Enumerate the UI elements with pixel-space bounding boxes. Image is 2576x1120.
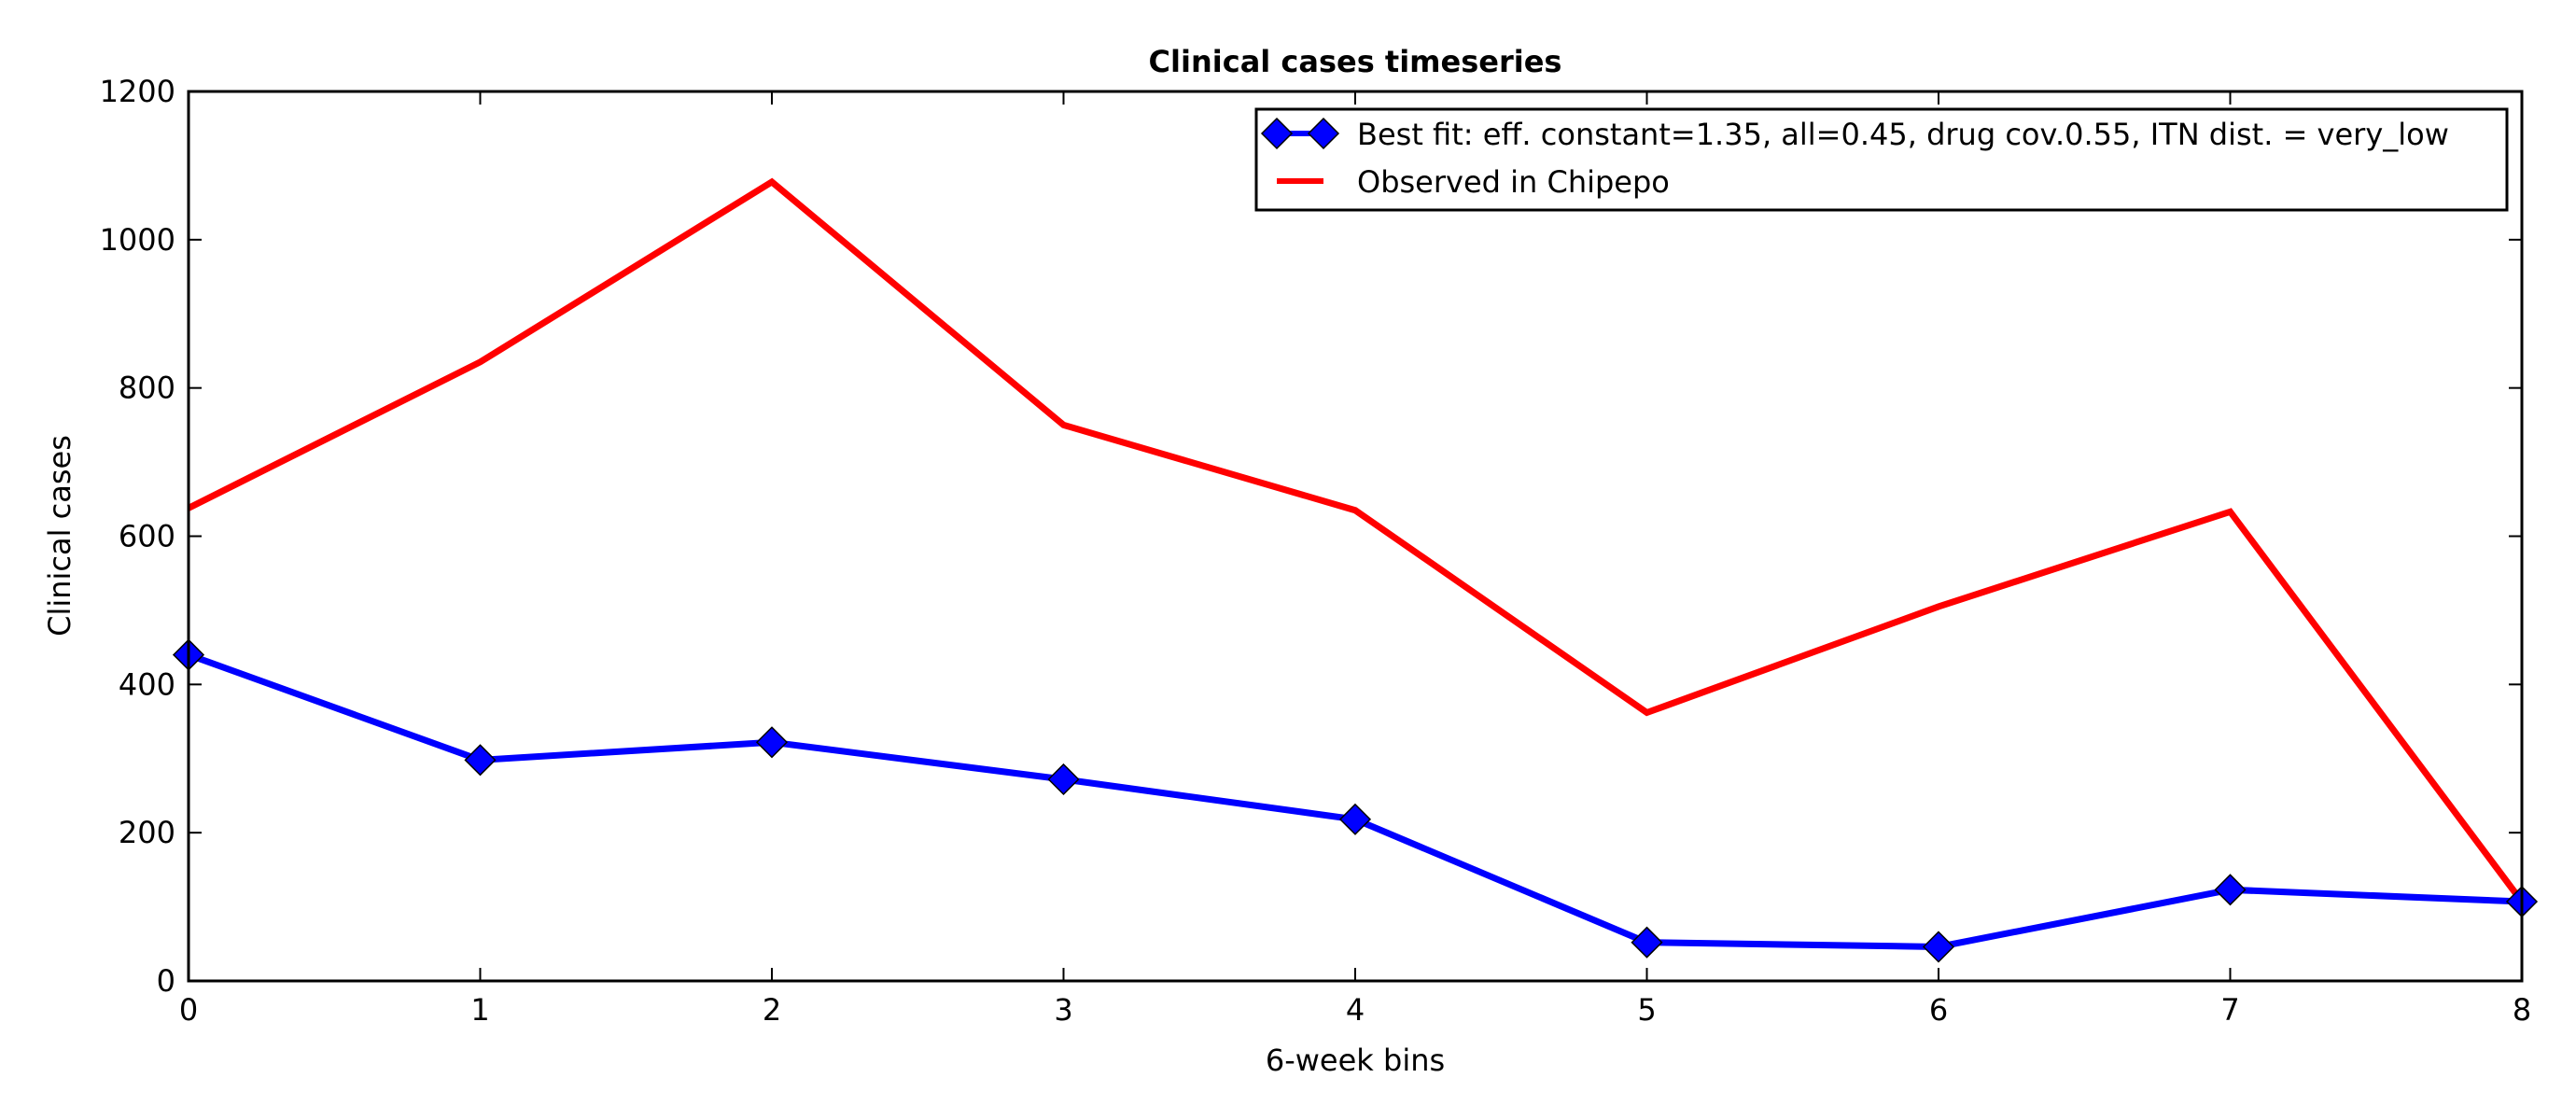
legend: Best fit: eff. constant=1.35, all=0.45, …: [1254, 107, 2509, 212]
legend-marker-best-fit-right: [1307, 117, 1340, 150]
series-1: [187, 177, 2525, 904]
x-tick-label-0: 0: [179, 992, 198, 1028]
data-point-0-4: [1338, 803, 1372, 835]
legend-entry-observed: Observed in Chipepo: [1277, 164, 1670, 200]
series-layer: [172, 177, 2539, 963]
legend-marker-best-fit-left: [1260, 117, 1294, 150]
x-tick-label-2: 2: [763, 992, 781, 1028]
y-tick-label-0: 0: [157, 963, 175, 999]
data-point-0-3: [1047, 763, 1080, 796]
y-tick-label-5: 1000: [100, 222, 175, 258]
y-tick-label-3: 600: [119, 519, 175, 554]
plot-frame: [187, 90, 2524, 983]
y-tick-label-2: 400: [119, 666, 175, 702]
data-point-0-2: [755, 726, 789, 759]
data-point-0-5: [1631, 926, 1663, 959]
legend-entry-best-fit: Best fit: eff. constant=1.35, all=0.45, …: [1260, 117, 2449, 152]
data-point-0-6: [1922, 931, 1955, 963]
x-tick-label-3: 3: [1054, 992, 1072, 1028]
y-axis-label: Clinical cases: [42, 435, 77, 637]
y-tick-label-4: 800: [119, 371, 175, 406]
data-point-0-7: [2214, 874, 2247, 906]
legend-label-observed: Observed in Chipepo: [1357, 164, 1670, 200]
y-tick-label-1: 200: [119, 815, 175, 850]
y-tick-label-6: 1200: [100, 74, 175, 109]
legend-frame: [1254, 107, 2509, 212]
x-axis-label: 6-week bins: [1266, 1043, 1445, 1078]
data-point-0-1: [464, 744, 497, 777]
plot-area: 0 1 2 3 4 5 6 7 8 0 200 400 600 800 1000 1200: [100, 74, 2539, 1028]
x-tick-label-8: 8: [2513, 992, 2531, 1028]
legend-label-best-fit: Best fit: eff. constant=1.35, all=0.45, …: [1357, 117, 2449, 152]
x-tick-label-1: 1: [470, 992, 489, 1028]
x-tick-label-4: 4: [1346, 992, 1365, 1028]
x-tick-label-6: 6: [1929, 992, 1948, 1028]
series-line-1: [187, 177, 2525, 904]
chart-title: Clinical cases timeseries: [1149, 44, 1562, 79]
axis-ticks: 0 1 2 3 4 5 6 7 8 0 200 400 600 800 1000 1200: [100, 74, 2532, 1028]
x-tick-label-5: 5: [1637, 992, 1656, 1028]
x-tick-label-7: 7: [2220, 992, 2239, 1028]
